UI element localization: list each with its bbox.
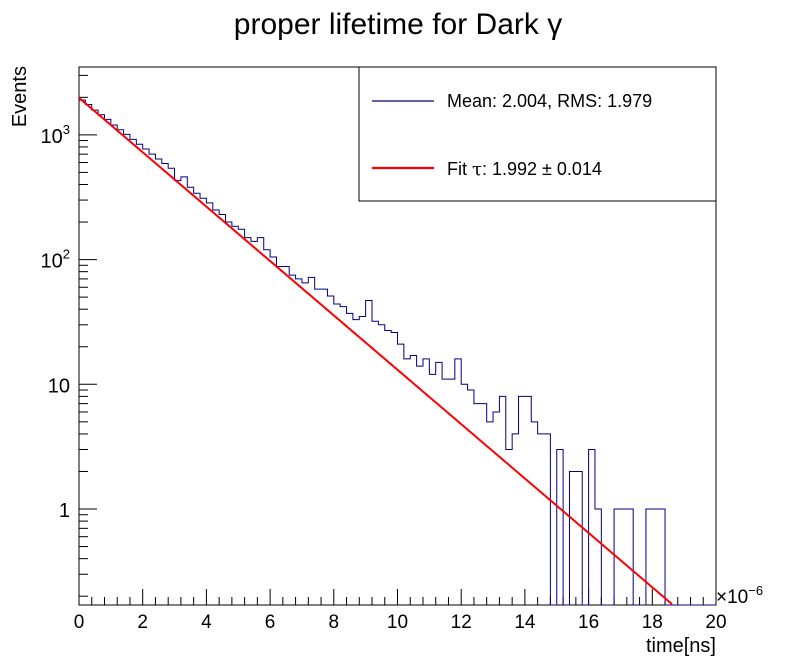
x-tick-label: 8 <box>329 612 340 633</box>
y-tick-label-exponent: 2 <box>63 247 70 262</box>
y-tick-label-base: 10 <box>48 375 70 397</box>
y-tick-label-base: 1 <box>59 500 70 522</box>
x-tick-label: 12 <box>451 612 472 633</box>
x-tick-label: 4 <box>201 612 212 633</box>
legend: Mean: 2.004, RMS: 1.979 Fit τ: 1.992 ± 0… <box>358 66 717 202</box>
x-tick-label: 10 <box>387 612 408 633</box>
x-tick-label: 16 <box>578 612 599 633</box>
y-tick-label-exponent: 3 <box>63 122 70 137</box>
x-axis-multiplier: ×10−6 <box>716 583 763 608</box>
x-tick-label: 2 <box>137 612 148 633</box>
series-group <box>78 97 716 606</box>
legend-label-fit: Fit τ: 1.992 ± 0.014 <box>447 159 602 180</box>
y-tick-label-base: 10 <box>41 126 63 148</box>
y-axis-label: Events <box>9 66 31 127</box>
fit-line <box>78 97 673 605</box>
x-tick-label: 20 <box>705 612 726 633</box>
x-axis-label: time[ns] <box>646 635 716 657</box>
x-tick-label: 18 <box>642 612 663 633</box>
legend-box <box>358 66 717 202</box>
legend-label-histogram: Mean: 2.004, RMS: 1.979 <box>447 91 652 111</box>
y-tick-label: 103 <box>41 122 70 148</box>
y-tick-label: 1 <box>59 500 70 522</box>
y-tick-label: 10 <box>48 375 70 397</box>
y-tick-label: 102 <box>41 247 70 273</box>
x-tick-label: 6 <box>265 612 276 633</box>
y-tick-label-base: 10 <box>41 251 63 273</box>
x-tick-label: 14 <box>514 612 536 633</box>
chart-title: proper lifetime for Dark γ <box>234 8 562 41</box>
x-tick-label: 0 <box>74 612 85 633</box>
